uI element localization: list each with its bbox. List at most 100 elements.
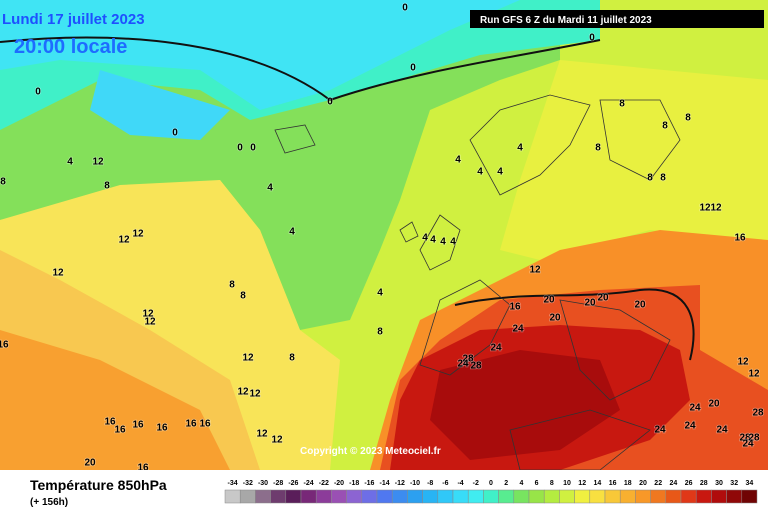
contour-label: 4 [430, 235, 436, 246]
contour-label: 4 [455, 155, 461, 166]
contour-label: 24 [512, 324, 524, 335]
legend-label: -12 [395, 480, 405, 487]
legend-swatch [300, 489, 317, 504]
legend-label: 32 [730, 480, 738, 487]
legend-swatch [407, 489, 423, 504]
legend-swatch [255, 489, 271, 504]
contour-label: 4 [289, 227, 295, 238]
contour-label: 12 [144, 317, 156, 328]
legend-swatch [680, 489, 697, 504]
footer-title: Température 850hPa [30, 477, 167, 493]
legend-swatch [741, 489, 758, 504]
contour-label: 8 [619, 99, 625, 110]
map-time: 20:00 locale [14, 36, 127, 58]
legend-label: -10 [410, 480, 420, 487]
map-date: Lundi 17 juillet 2023 [2, 11, 145, 28]
legend-swatch [270, 489, 287, 504]
legend-swatch [239, 489, 256, 504]
contour-label: 4 [497, 167, 503, 178]
color-legend: -34 -32 -30 -28 -26 -24 -22 -20 -18 -16 -14 -12 -10-… [224, 480, 758, 504]
contour-label: 0 [327, 97, 333, 108]
contour-label: 0 [35, 87, 41, 98]
contour-label: 16 [156, 423, 168, 434]
contour-label: 16 [0, 340, 9, 351]
contour-label: 28 [739, 433, 751, 444]
legend-label: 22 [654, 480, 662, 487]
contour-label: 8 [685, 113, 691, 124]
field-darkest-red [430, 350, 620, 460]
legend-label: -8 [427, 480, 433, 487]
contour-label: 16 [509, 302, 521, 313]
legend-label: 0 [489, 480, 493, 487]
contour-label: 4 [422, 233, 428, 244]
legend-swatch [498, 489, 515, 504]
contour-label: 8 [662, 121, 668, 132]
legend-label: 6 [535, 480, 539, 487]
legend-label: 24 [670, 480, 678, 487]
contour-label: 28 [470, 361, 482, 372]
legend-swatch [331, 489, 347, 504]
contour-label: 12 [249, 389, 261, 400]
legend-label: 16 [609, 480, 617, 487]
contour-label: 12 [748, 369, 760, 380]
legend-swatch [437, 489, 454, 504]
legend-swatch [422, 489, 439, 504]
contour-label: 28 [752, 408, 764, 419]
contour-label: 12 [242, 353, 254, 364]
legend-swatch [726, 489, 743, 504]
contour-label: 8 [229, 280, 235, 291]
legend-swatch [285, 489, 302, 504]
legend-label: -28 [273, 480, 283, 487]
contour-label: 12 [271, 435, 283, 446]
contour-label: 8 [240, 291, 246, 302]
contour-label: 4 [450, 237, 456, 248]
run-box [470, 10, 764, 28]
run-info: Run GFS 6 Z du Mardi 11 juillet 2023 [480, 15, 652, 26]
contour-label: 4 [517, 143, 523, 154]
legend-label: 20 [639, 480, 647, 487]
contour-label: 4 [267, 183, 273, 194]
contour-label: 16 [132, 420, 144, 431]
legend-label: -24 [304, 480, 314, 487]
legend-label: -20 [334, 480, 344, 487]
legend-label: 26 [685, 480, 693, 487]
contour-label: 24 [490, 343, 502, 354]
contour-label: 12 [52, 268, 64, 279]
legend-swatch [528, 489, 545, 504]
contour-label: 16 [104, 417, 116, 428]
contour-label: 12 [237, 387, 249, 398]
contour-label: 0 [402, 3, 408, 14]
contour-label: 28 [462, 354, 474, 365]
coastlines [274, 94, 681, 471]
legend-swatch [695, 489, 712, 504]
legend-swatch [452, 489, 469, 504]
contour-label: 12 [142, 309, 154, 320]
contour-label: 12 [118, 235, 130, 246]
contour-label: 16 [734, 233, 746, 244]
legend-swatch [513, 489, 530, 504]
contour-twenty [454, 288, 695, 361]
contour-zero [0, 36, 601, 102]
legend-swatch [391, 489, 408, 504]
contour-label: 4 [440, 237, 446, 248]
footer-lead: (+ 156h) [30, 497, 68, 508]
legend-label: -16 [364, 480, 374, 487]
legend-swatch [604, 489, 621, 504]
contour-label: 8 [104, 181, 110, 192]
contour-label: 24 [457, 359, 469, 370]
contour-label: 12 [256, 429, 268, 440]
contour-label: 20 [708, 399, 720, 410]
contour-label: 24 [742, 439, 754, 450]
contour-label: 8 [595, 143, 601, 154]
contour-label: 4 [67, 157, 73, 168]
contour-label: 20 [84, 458, 96, 469]
legend-label: 8 [550, 480, 554, 487]
contour-label: 8 [377, 327, 383, 338]
contour-label: 4 [477, 167, 483, 178]
legend-label: 30 [715, 480, 723, 487]
contour-label: 24 [689, 403, 701, 414]
field-yellow-east [500, 60, 768, 260]
contour-label: 16 [185, 419, 197, 430]
